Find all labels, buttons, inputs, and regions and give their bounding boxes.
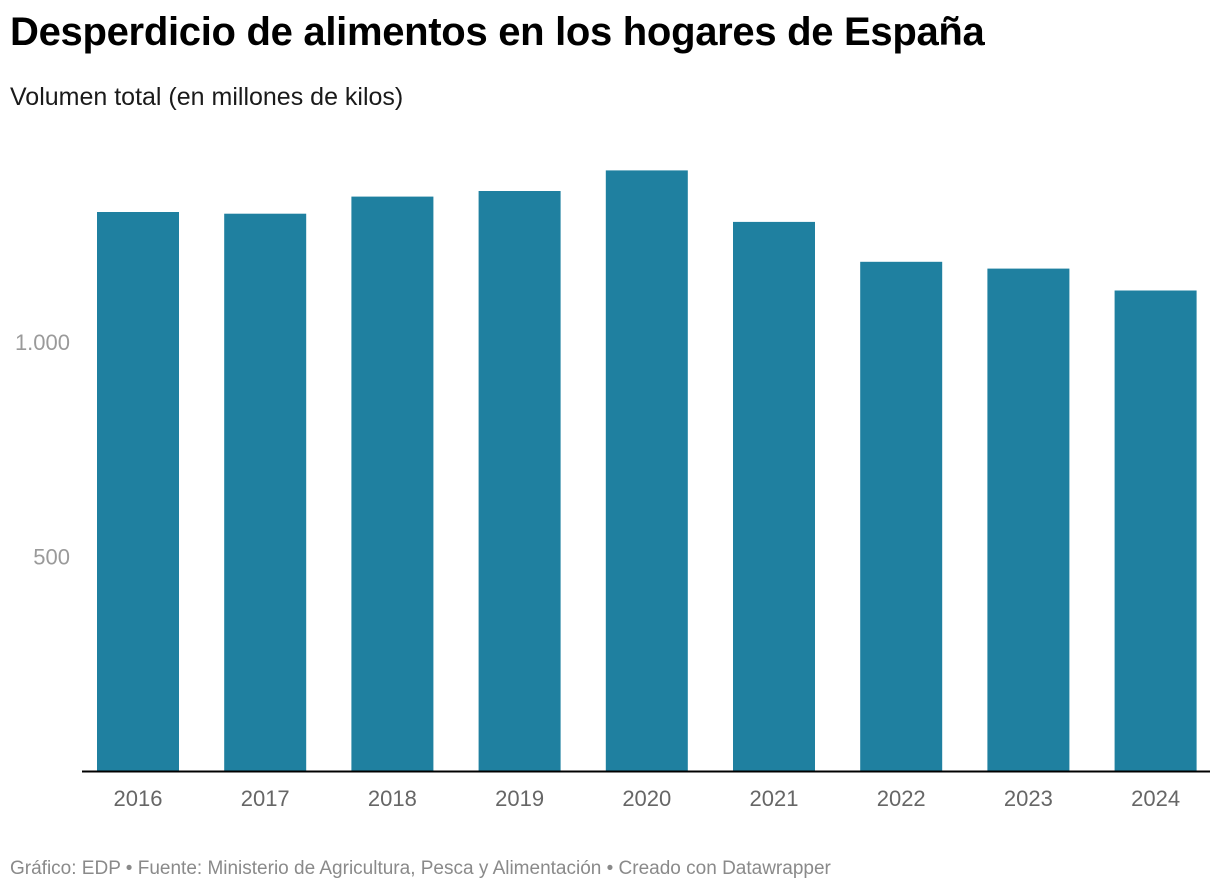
bar-2018 (351, 196, 434, 772)
x-tick-label-2024: 2024 (1131, 786, 1180, 811)
chart-subtitle: Volumen total (en millones de kilos) (10, 83, 404, 111)
bar-2023 (987, 268, 1070, 771)
x-tick-label-2022: 2022 (877, 786, 926, 811)
bar-2024 (1114, 290, 1197, 771)
x-tick-label-2017: 2017 (241, 786, 290, 811)
x-tick-label-2016: 2016 (114, 786, 163, 811)
bar-2019 (478, 191, 561, 771)
bar-2020 (605, 170, 688, 771)
bars (97, 170, 1197, 772)
bar-2022 (860, 261, 943, 771)
x-tick-label-2023: 2023 (1004, 786, 1053, 811)
x-axis-labels: 2016 2017 2018 2019 2020 2021 2022 2023 2024 (114, 786, 1181, 811)
y-tick-label: 500 (33, 545, 70, 570)
chart-title: Desperdicio de alimentos en los hogares … (10, 10, 985, 54)
bar-2016 (97, 212, 179, 771)
bar-2021 (733, 221, 815, 771)
x-tick-label-2019: 2019 (495, 786, 544, 811)
y-axis-ticks: 500 1.000 (15, 330, 70, 570)
x-tick-label-2021: 2021 (750, 786, 799, 811)
chart-footer: Gráfico: EDP • Fuente: Ministerio de Agr… (10, 858, 831, 879)
y-tick-label: 1.000 (15, 330, 70, 355)
x-tick-label-2020: 2020 (622, 786, 671, 811)
bar-2017 (224, 213, 307, 771)
x-tick-label-2018: 2018 (368, 786, 417, 811)
